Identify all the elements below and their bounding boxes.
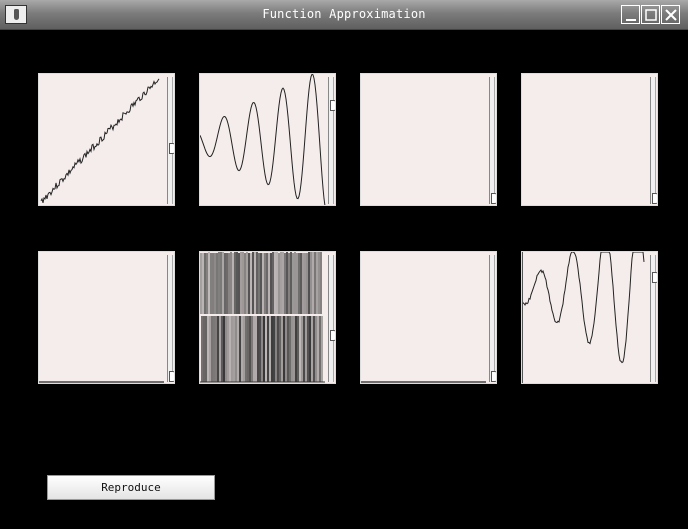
slider-knob[interactable] [491, 193, 496, 204]
slider-track[interactable] [167, 77, 173, 204]
slider-knob[interactable] [330, 330, 335, 342]
slider-knob[interactable] [652, 272, 657, 284]
slider-track[interactable] [650, 255, 656, 382]
window-edge [688, 0, 694, 529]
plot-panel [199, 73, 336, 206]
window-title: Function Approximation [262, 7, 426, 21]
slider-knob[interactable] [169, 371, 174, 382]
java-cup-icon [5, 5, 27, 24]
plot-panel [38, 251, 175, 384]
plot-canvas [39, 381, 164, 383]
slider-track[interactable] [650, 77, 656, 204]
slider-knob[interactable] [652, 193, 657, 204]
slider-track[interactable] [328, 77, 334, 204]
slider-knob[interactable] [491, 371, 496, 382]
slider-track[interactable] [167, 255, 173, 382]
plot-canvas [361, 381, 486, 383]
plot-panel [360, 73, 497, 206]
plot-canvas [522, 252, 645, 383]
close-icon[interactable] [661, 5, 680, 24]
plot-canvas [200, 252, 325, 383]
reproduce-button[interactable]: Reproduce [47, 475, 215, 500]
slider-track[interactable] [328, 255, 334, 382]
plot-panel [521, 73, 658, 206]
plot-panel [38, 73, 175, 206]
plot-panel [360, 251, 497, 384]
plot-panel [521, 251, 658, 384]
plot-panel [199, 251, 336, 384]
plot-canvas [40, 78, 160, 204]
maximize-icon[interactable] [641, 5, 660, 24]
slider-knob[interactable] [330, 100, 335, 112]
plot-canvas [361, 74, 497, 206]
slider-track[interactable] [489, 77, 495, 204]
plot-canvas [522, 74, 658, 206]
slider-knob[interactable] [169, 143, 174, 155]
title-bar[interactable]: Function Approximation [0, 0, 688, 30]
slider-track[interactable] [489, 255, 495, 382]
plot-canvas [200, 74, 326, 205]
minimize-icon[interactable] [621, 5, 640, 24]
